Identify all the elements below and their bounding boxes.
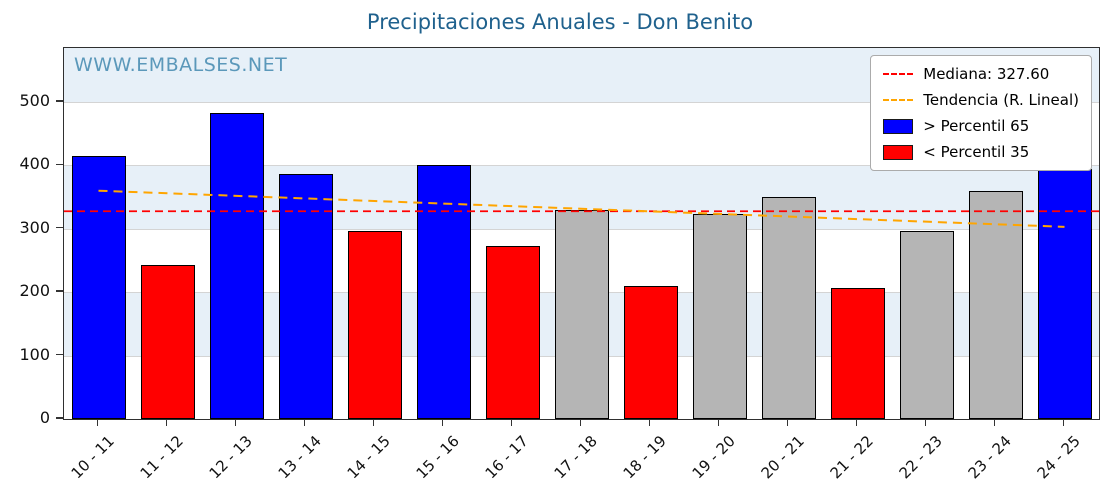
legend-label: > Percentil 65 [923,117,1030,135]
x-tick-mark [165,420,168,426]
bar-15-16 [416,165,471,419]
x-tick-label: 11 - 12 [136,432,188,483]
bar-17-18 [554,209,609,419]
bar-14-15 [347,230,402,419]
y-tick-mark [56,226,63,229]
legend-symbol-dashed-line [883,99,914,101]
y-tick-label: 400 [19,154,50,174]
x-tick-label: 21 - 22 [826,432,878,483]
gridline [64,101,1099,103]
legend-item: Tendencia (R. Lineal) [883,91,1079,109]
x-tick-label: 13 - 14 [274,432,326,483]
legend-label: Tendencia (R. Lineal) [923,91,1079,109]
x-tick-mark [648,420,651,426]
x-tick-mark [786,420,789,426]
x-tick-label: 24 - 25 [1033,432,1085,483]
x-tick-label: 10 - 11 [67,432,119,483]
x-tick-mark [441,420,444,426]
x-tick-label: 17 - 18 [550,432,602,483]
legend-item: > Percentil 65 [883,117,1079,135]
bar-12-13 [209,112,264,419]
y-tick-label: 200 [19,281,50,301]
gridline [64,165,1099,167]
bar-16-17 [485,245,540,419]
x-tick-label: 19 - 20 [688,432,740,483]
x-tick-mark [303,420,306,426]
x-tick-label: 16 - 17 [481,432,533,483]
legend-symbol-patch [883,118,914,134]
y-tick-label: 300 [19,217,50,237]
x-tick-label: 20 - 21 [757,432,809,483]
x-tick-label: 15 - 16 [412,432,464,483]
bar-20-21 [761,197,816,419]
x-tick-mark [372,420,375,426]
x-tick-mark [924,420,927,426]
legend-label: < Percentil 35 [923,143,1030,161]
bar-19-20 [692,214,747,419]
y-tick-mark [56,163,63,166]
chart-title: Precipitaciones Anuales - Don Benito [366,10,754,34]
legend-item: Mediana: 327.60 [883,65,1079,83]
x-tick-mark [855,420,858,426]
bar-23-24 [968,191,1023,419]
bar-22-23 [899,230,954,419]
bar-11-12 [140,264,195,419]
x-tick-mark [234,420,237,426]
y-tick-label: 0 [39,408,50,427]
x-tick-label: 14 - 15 [343,432,395,483]
y-tick-label: 100 [19,344,50,364]
x-tick-mark [717,420,720,426]
bar-24-25 [1037,169,1092,419]
legend-item: < Percentil 35 [883,143,1079,161]
x-tick-label: 18 - 19 [619,432,671,483]
x-tick-mark [993,420,996,426]
bar-18-19 [623,286,678,419]
bar-21-22 [830,288,885,419]
x-tick-mark [1062,420,1065,426]
x-tick-label: 23 - 24 [964,432,1016,483]
bar-13-14 [278,173,333,419]
y-tick-mark [56,290,63,292]
legend-label: Mediana: 327.60 [923,65,1050,83]
legend: Mediana: 327.60 Tendencia (R. Lineal) > Pe… [870,55,1092,171]
x-tick-mark [579,420,582,426]
y-tick-mark [56,353,63,356]
x-tick-mark [510,420,513,426]
bar-10-11 [71,155,126,419]
x-tick-label: 22 - 23 [895,432,947,483]
x-tick-mark [96,420,99,426]
y-tick-label: 500 [19,90,50,110]
legend-symbol-dashed-line [883,73,914,75]
plot-area: WWW.EMBALSES.NET Mediana: 327.60 Tendenci… [63,47,1100,420]
y-tick-mark [56,417,63,419]
y-tick-mark [56,100,63,102]
x-tick-label: 12 - 13 [205,432,257,483]
watermark: WWW.EMBALSES.NET [74,54,288,76]
legend-symbol-patch [883,144,914,160]
